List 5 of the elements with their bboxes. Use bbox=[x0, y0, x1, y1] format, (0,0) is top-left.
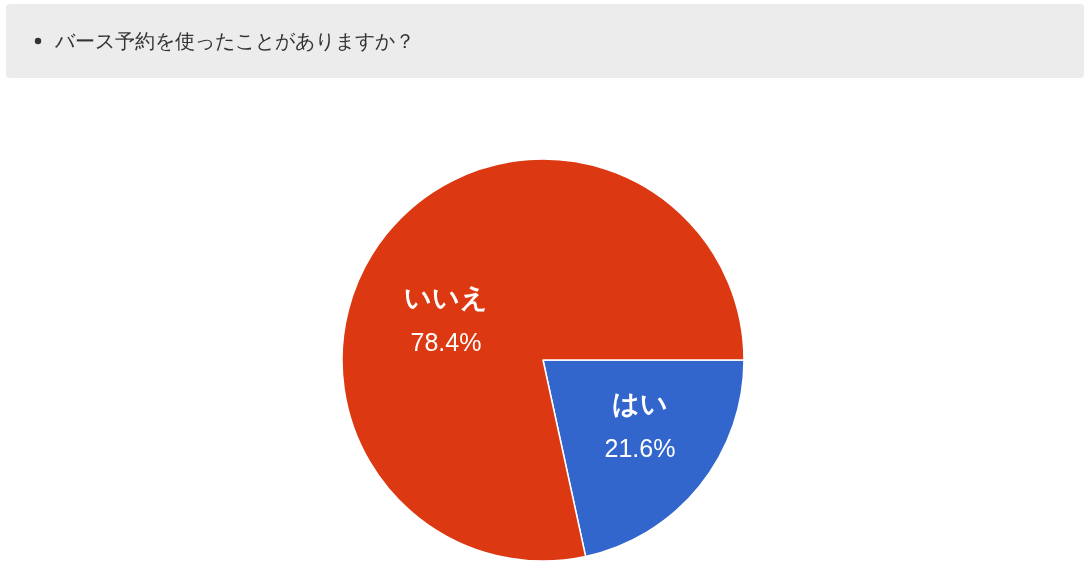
slice-label: いいえ bbox=[403, 283, 488, 314]
data-label: 78.4% bbox=[410, 328, 482, 357]
slice-label: はい bbox=[612, 388, 669, 419]
data-label: 21.6% bbox=[604, 433, 676, 462]
chart-title: バース予約を使ったことがありますか？ bbox=[55, 29, 415, 54]
